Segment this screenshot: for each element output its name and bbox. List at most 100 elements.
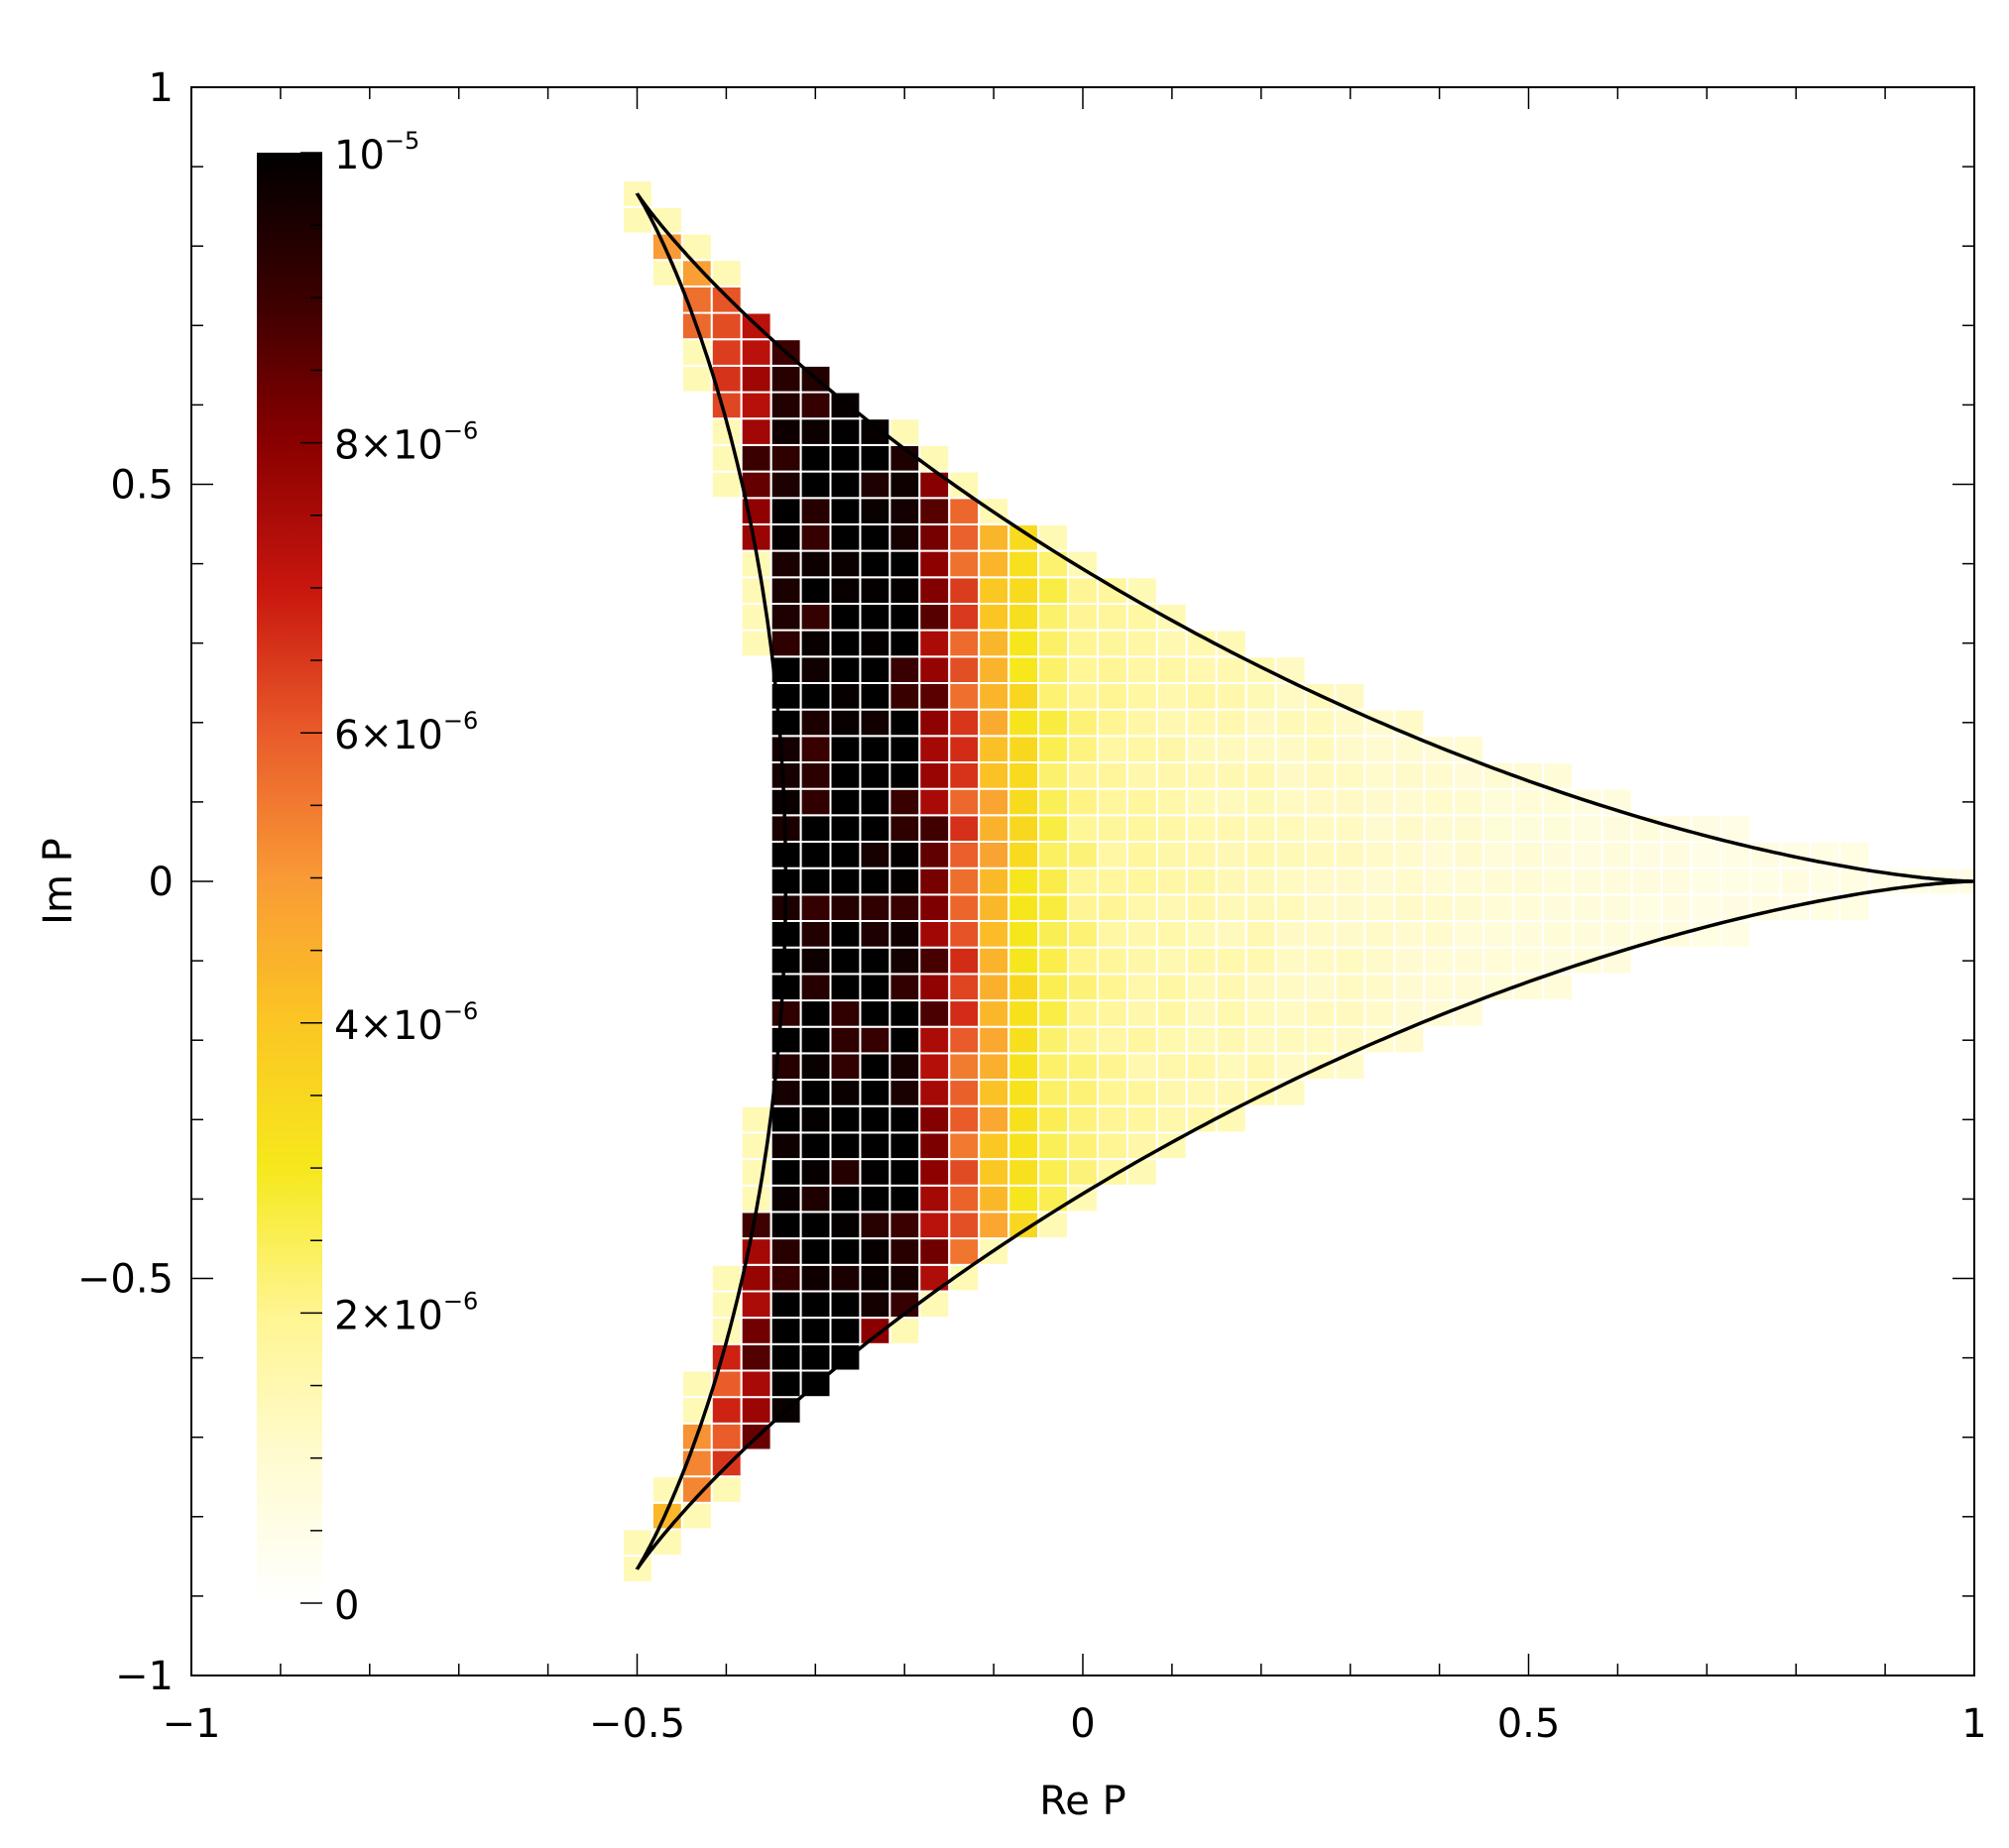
heatmap-cell bbox=[1007, 866, 1040, 896]
heatmap-cell bbox=[799, 682, 832, 711]
heatmap-cell bbox=[1363, 866, 1396, 896]
heatmap-cell bbox=[859, 893, 891, 922]
heatmap-cell bbox=[829, 549, 862, 579]
heatmap-cell bbox=[769, 364, 802, 394]
heatmap-cell bbox=[799, 1317, 832, 1345]
heatmap-cell bbox=[978, 999, 1010, 1028]
heatmap-cell bbox=[1453, 920, 1485, 949]
heatmap-cell bbox=[1037, 1158, 1069, 1187]
heatmap-cell bbox=[859, 708, 891, 738]
heatmap-cell bbox=[918, 549, 951, 579]
heatmap-cell bbox=[978, 1158, 1010, 1187]
heatmap-cell bbox=[1423, 920, 1456, 949]
heatmap-cell bbox=[799, 443, 832, 473]
heatmap-cell bbox=[888, 761, 921, 790]
heatmap-cell bbox=[710, 338, 743, 367]
heatmap-cell bbox=[1304, 787, 1337, 817]
x-tick-label: −0.5 bbox=[589, 1701, 685, 1747]
heatmap-cell bbox=[948, 1131, 981, 1161]
heatmap-cell bbox=[1037, 682, 1069, 711]
heatmap-cell bbox=[978, 1211, 1010, 1240]
x-tick-label: −1 bbox=[163, 1701, 221, 1747]
heatmap-cell bbox=[1097, 946, 1128, 976]
heatmap-cell bbox=[978, 761, 1010, 790]
heatmap-cell bbox=[799, 1263, 832, 1293]
heatmap-cell bbox=[859, 522, 891, 552]
heatmap-cell bbox=[769, 1104, 802, 1134]
heatmap-cell bbox=[829, 417, 862, 446]
heatmap-cell bbox=[799, 920, 832, 949]
heatmap-cell bbox=[978, 576, 1010, 605]
heatmap-cell bbox=[888, 1263, 921, 1293]
heatmap-cell bbox=[769, 417, 802, 446]
heatmap-cell bbox=[1215, 1079, 1247, 1107]
heatmap-cell bbox=[1244, 761, 1277, 790]
heatmap-cell bbox=[948, 602, 981, 632]
heatmap-cell bbox=[1007, 841, 1040, 869]
heatmap-cell bbox=[918, 602, 951, 632]
heatmap-cell bbox=[1274, 787, 1307, 817]
heatmap-cell bbox=[1215, 973, 1247, 1002]
heatmap-cell bbox=[1453, 893, 1485, 922]
heatmap-cell bbox=[769, 1131, 802, 1161]
heatmap-cell bbox=[1749, 841, 1782, 869]
heatmap-cell bbox=[1155, 629, 1188, 658]
heatmap-cell bbox=[1037, 999, 1069, 1028]
heatmap-cell bbox=[829, 497, 862, 525]
heatmap-cell bbox=[948, 629, 981, 658]
heatmap-cell bbox=[1125, 1131, 1158, 1161]
heatmap-cell bbox=[740, 1342, 772, 1372]
heatmap-cell bbox=[829, 1211, 862, 1240]
heatmap-cell bbox=[1067, 787, 1099, 817]
heatmap-cell bbox=[829, 761, 862, 790]
heatmap-cell bbox=[1067, 602, 1099, 632]
heatmap-cell bbox=[1125, 973, 1158, 1002]
heatmap-cell bbox=[888, 946, 921, 976]
heatmap-cell bbox=[1155, 735, 1188, 763]
heatmap-cell bbox=[859, 841, 891, 869]
heatmap-cell bbox=[1274, 999, 1307, 1028]
heatmap-cell bbox=[1097, 1131, 1128, 1161]
heatmap-cell bbox=[948, 841, 981, 869]
heatmap-cell bbox=[799, 841, 832, 869]
heatmap-cell bbox=[1155, 999, 1188, 1028]
heatmap-cell bbox=[859, 655, 891, 684]
heatmap-cell bbox=[1185, 866, 1218, 896]
heatmap-cell bbox=[1453, 946, 1485, 976]
heatmap-cell bbox=[1274, 866, 1307, 896]
heatmap-cell bbox=[1542, 920, 1574, 949]
heatmap-cell bbox=[1037, 1184, 1069, 1213]
heatmap-cell bbox=[1453, 814, 1485, 843]
heatmap-cell bbox=[1097, 735, 1128, 763]
heatmap-cell bbox=[948, 549, 981, 579]
heatmap-cell bbox=[1185, 708, 1218, 738]
heatmap-cell bbox=[859, 973, 891, 1002]
heatmap-cell bbox=[829, 1158, 862, 1187]
heatmap-cell bbox=[1512, 841, 1544, 869]
heatmap-cell bbox=[1215, 893, 1247, 922]
heatmap-cell bbox=[769, 1237, 802, 1266]
heatmap-cell bbox=[1542, 893, 1574, 922]
heatmap-cell bbox=[769, 708, 802, 738]
heatmap-cell bbox=[1393, 787, 1426, 817]
heatmap-cell bbox=[1274, 1079, 1307, 1107]
heatmap-cell bbox=[918, 655, 951, 684]
heatmap-cell bbox=[918, 1104, 951, 1134]
heatmap-cell bbox=[978, 682, 1010, 711]
heatmap-cell bbox=[740, 1158, 772, 1187]
deltoid-curve bbox=[635, 192, 1974, 1570]
heatmap-cell bbox=[1363, 946, 1396, 976]
heatmap-cell bbox=[1244, 893, 1277, 922]
heatmap-cell bbox=[1600, 841, 1633, 869]
heatmap-cell bbox=[799, 814, 832, 843]
heatmap-cell bbox=[740, 470, 772, 500]
heatmap-cell bbox=[799, 1079, 832, 1107]
heatmap-cell bbox=[918, 761, 951, 790]
heatmap-cell bbox=[1007, 1131, 1040, 1161]
heatmap-cell bbox=[948, 999, 981, 1028]
heatmap-cell bbox=[1007, 1025, 1040, 1055]
heatmap-cell bbox=[1423, 841, 1456, 869]
heatmap-cell bbox=[948, 866, 981, 896]
heatmap-cell bbox=[799, 602, 832, 632]
heatmap-cell bbox=[1037, 893, 1069, 922]
